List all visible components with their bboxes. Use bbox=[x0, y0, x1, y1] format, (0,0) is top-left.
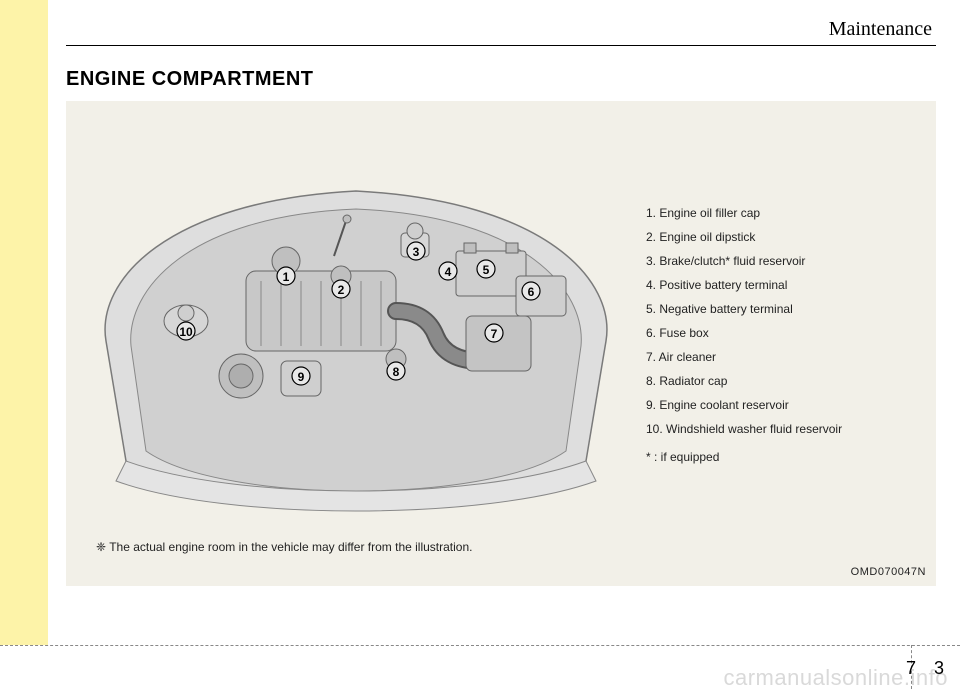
legend-item: 7. Air cleaner bbox=[646, 345, 906, 369]
legend-item: 3. Brake/clutch* fluid reservoir bbox=[646, 249, 906, 273]
callout-number: 10 bbox=[179, 325, 193, 339]
figure-code: OMD070047N bbox=[851, 566, 926, 578]
callout-number: 3 bbox=[413, 245, 420, 259]
callout-number: 9 bbox=[298, 370, 305, 384]
engine-diagram: 1 2 3 4 5 6 7 8 9 10 bbox=[86, 161, 626, 521]
figure-caption: ❈ The actual engine room in the vehicle … bbox=[96, 540, 472, 554]
legend-asterisk: * : if equipped bbox=[646, 445, 906, 469]
page-number: 73 bbox=[906, 658, 944, 679]
callout-number: 8 bbox=[393, 365, 400, 379]
callout-number: 1 bbox=[283, 270, 290, 284]
legend: 1. Engine oil filler cap 2. Engine oil d… bbox=[646, 201, 906, 469]
legend-item: 1. Engine oil filler cap bbox=[646, 201, 906, 225]
section-title: ENGINE COMPARTMENT bbox=[66, 68, 936, 91]
content-area: Maintenance ENGINE COMPARTMENT bbox=[48, 0, 960, 645]
callout-number: 7 bbox=[491, 327, 498, 341]
legend-item: 2. Engine oil dipstick bbox=[646, 225, 906, 249]
footer-dotted-h bbox=[0, 645, 960, 646]
chapter-number: 7 bbox=[906, 658, 916, 678]
header-section: Maintenance bbox=[66, 0, 936, 46]
page-number-value: 3 bbox=[934, 658, 944, 678]
callout-number: 2 bbox=[338, 283, 345, 297]
legend-item: 4. Positive battery terminal bbox=[646, 273, 906, 297]
caption-prefix: ❈ bbox=[96, 540, 106, 554]
legend-item: 10. Windshield washer fluid reservoir bbox=[646, 417, 906, 441]
callout-number: 5 bbox=[483, 263, 490, 277]
page-content: Maintenance ENGINE COMPARTMENT bbox=[0, 0, 960, 645]
legend-item: 5. Negative battery terminal bbox=[646, 297, 906, 321]
left-margin bbox=[0, 0, 48, 645]
legend-item: 8. Radiator cap bbox=[646, 369, 906, 393]
legend-item: 6. Fuse box bbox=[646, 321, 906, 345]
figure-box: 1 2 3 4 5 6 7 8 9 10 1. Engine oil filler cap 2. … bbox=[66, 101, 936, 586]
callout-number: 6 bbox=[528, 285, 535, 299]
callout-number: 4 bbox=[445, 265, 452, 279]
caption-text: The actual engine room in the vehicle ma… bbox=[109, 540, 472, 554]
legend-item: 9. Engine coolant reservoir bbox=[646, 393, 906, 417]
